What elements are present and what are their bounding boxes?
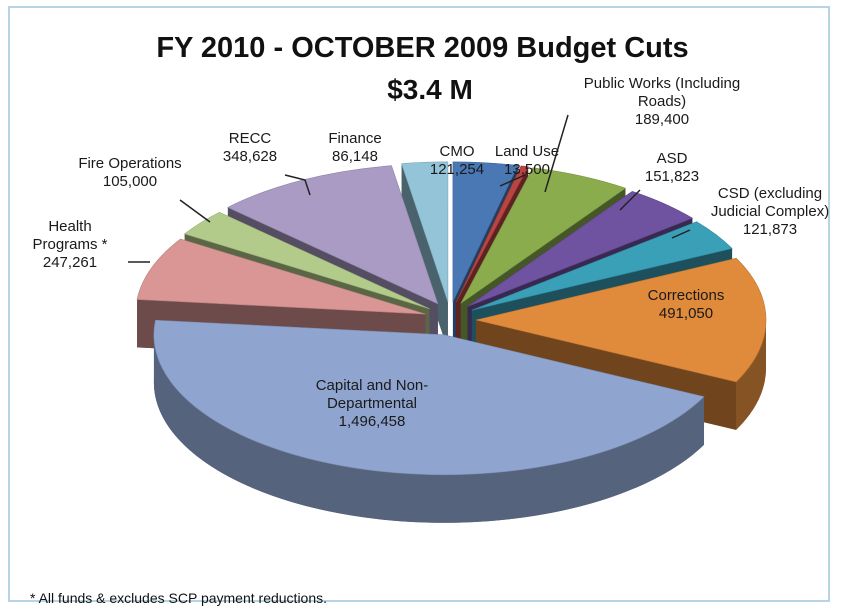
category-label: CSD (excluding Judicial Complex) <box>710 185 830 220</box>
slice-wall <box>736 320 766 430</box>
slice <box>455 165 529 303</box>
slice-label: RECC 348,628 <box>210 130 290 166</box>
slice <box>401 161 449 302</box>
value-label: 105,000 <box>102 173 158 190</box>
frame <box>8 6 830 602</box>
category-label: RECC <box>228 130 272 147</box>
slice-label: Corrections 491,050 <box>631 287 741 323</box>
category-label: Finance <box>328 130 382 147</box>
slice-label: Land Use 13,500 <box>487 143 567 179</box>
value-label: 189,400 <box>634 111 690 128</box>
slice <box>475 257 767 383</box>
value-label: 348,628 <box>222 148 278 165</box>
slice <box>460 167 627 304</box>
slice-wall <box>153 334 705 523</box>
chart-subtitle: $3.4 M <box>387 74 473 105</box>
slice <box>452 161 519 303</box>
slice <box>136 238 426 315</box>
slice <box>471 221 733 311</box>
slice-label: ASD 151,823 <box>632 150 712 186</box>
slice <box>467 191 694 307</box>
leader-line <box>671 229 691 239</box>
slice-label: Fire Operations 105,000 <box>60 155 200 191</box>
slice <box>183 211 430 310</box>
value-label: 121,254 <box>429 161 485 178</box>
slice-label: CMO 121,254 <box>427 143 487 179</box>
category-label: Health Programs * <box>32 218 108 253</box>
leader-line <box>179 199 211 223</box>
slice <box>153 319 705 476</box>
value-label: 491,050 <box>658 305 714 322</box>
slice-label: Public Works (Including Roads) 189,400 <box>582 75 742 129</box>
category-label: CMO <box>439 143 475 160</box>
leader-line <box>619 189 641 211</box>
value-label: 86,148 <box>332 148 378 165</box>
value-label: 1,496,458 <box>338 413 406 430</box>
leader-line <box>499 174 526 187</box>
value-label: 247,261 <box>42 254 98 271</box>
category-label: Fire Operations <box>78 155 182 172</box>
footnote: * All funds & excludes SCP payment reduc… <box>30 590 328 606</box>
slice-label: Health Programs * 247,261 <box>23 218 118 272</box>
value-label: 121,873 <box>742 221 798 238</box>
slice-label: Capital and Non-Departmental 1,496,458 <box>282 377 462 431</box>
slice-label: Finance 86,148 <box>320 130 390 166</box>
chart-title: FY 2010 - OCTOBER 2009 Budget Cuts <box>156 32 689 64</box>
category-label: Corrections <box>647 287 725 304</box>
category-label: Capital and Non-Departmental <box>315 377 429 412</box>
category-label: Public Works (Including Roads) <box>583 75 741 110</box>
leader-line <box>544 114 569 193</box>
value-label: 151,823 <box>644 168 700 185</box>
category-label: Land Use <box>494 143 560 160</box>
value-label: 13,500 <box>504 161 550 178</box>
category-label: ASD <box>656 150 688 167</box>
slice-label: CSD (excluding Judicial Complex) 121,873 <box>695 185 845 239</box>
leader-line <box>284 174 311 196</box>
